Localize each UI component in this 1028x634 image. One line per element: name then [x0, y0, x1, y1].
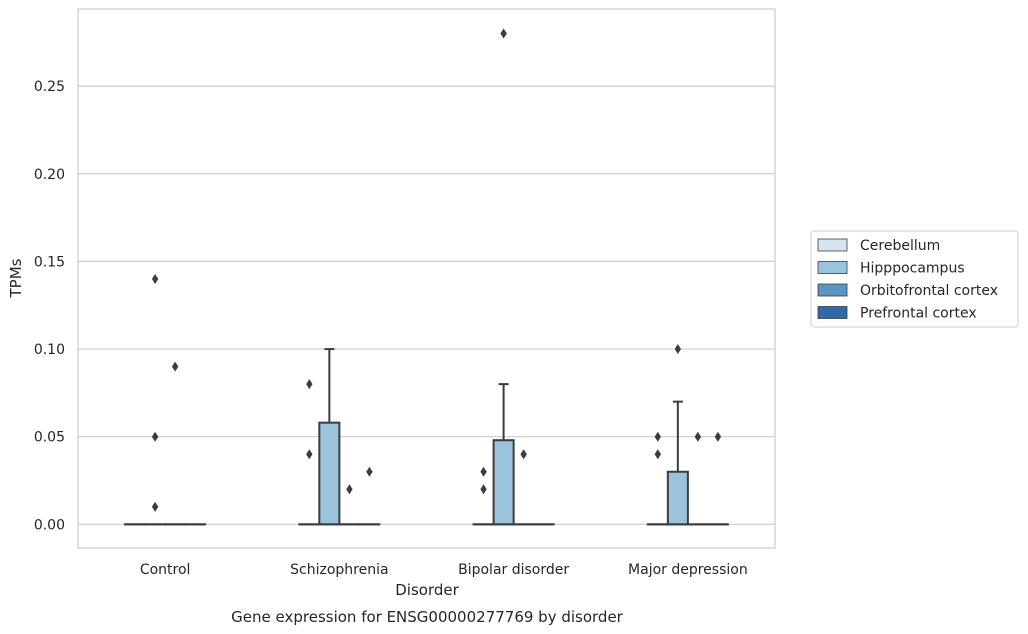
outlier-point	[674, 344, 682, 355]
outlier-point	[480, 466, 487, 477]
y-tick-label: 0.10	[34, 342, 65, 358]
gridlines	[78, 85, 775, 525]
chart-title: Gene expression for ENSG00000277769 by d…	[231, 608, 624, 626]
outlier-point	[366, 466, 373, 477]
legend: Cerebellum Hipppocampus Orbitofrontal cort…	[810, 230, 1019, 328]
x-tick-label: Major depression	[628, 562, 748, 578]
outlier-point	[500, 28, 507, 39]
box	[666, 470, 689, 526]
y-tick-label: 0.00	[34, 517, 65, 533]
outlier-point	[171, 361, 179, 372]
outlier-point	[306, 449, 313, 460]
x-tick-label: Schizophrenia	[290, 562, 388, 578]
outlier-point	[654, 431, 662, 442]
outlier-point	[694, 431, 702, 442]
boxes	[124, 348, 729, 526]
y-tick-labels: 0.00 0.05 0.10 0.15 0.20 0.25	[34, 79, 65, 533]
outlier-point	[346, 484, 353, 495]
plot-area-frame	[77, 8, 776, 549]
x-tick-labels: Control Schizophrenia Bipolar disorder Majo…	[140, 562, 748, 578]
box	[492, 439, 515, 526]
outlier-point	[654, 449, 662, 460]
outlier-point	[306, 379, 313, 390]
legend-swatch	[817, 238, 848, 252]
outlier-point	[520, 449, 527, 460]
x-tick-label: Bipolar disorder	[458, 562, 569, 578]
legend-swatch	[817, 283, 848, 297]
outlier-point	[714, 431, 722, 442]
legend-label: Hipppocampus	[860, 261, 965, 277]
outlier-point	[151, 431, 159, 442]
legend-label: Cerebellum	[860, 238, 940, 254]
outliers	[151, 28, 722, 512]
y-tick-label: 0.25	[34, 79, 65, 95]
y-tick-label: 0.20	[34, 167, 65, 183]
legend-frame	[810, 230, 1019, 328]
outlier-point	[151, 273, 159, 284]
y-tick-label: 0.15	[34, 254, 65, 270]
outlier-point	[151, 501, 159, 512]
legend-swatch	[817, 306, 848, 319]
x-axis-label: Disorder	[395, 581, 459, 599]
y-axis-label: TPMs	[7, 258, 25, 298]
legend-label: Orbitofrontal cortex	[860, 283, 998, 299]
x-tick-label: Control	[140, 562, 191, 578]
y-tick-label: 0.05	[34, 430, 65, 446]
outlier-point	[480, 484, 487, 495]
box	[318, 421, 341, 526]
legend-label: Prefrontal cortex	[860, 306, 977, 322]
legend-swatch	[817, 261, 848, 274]
